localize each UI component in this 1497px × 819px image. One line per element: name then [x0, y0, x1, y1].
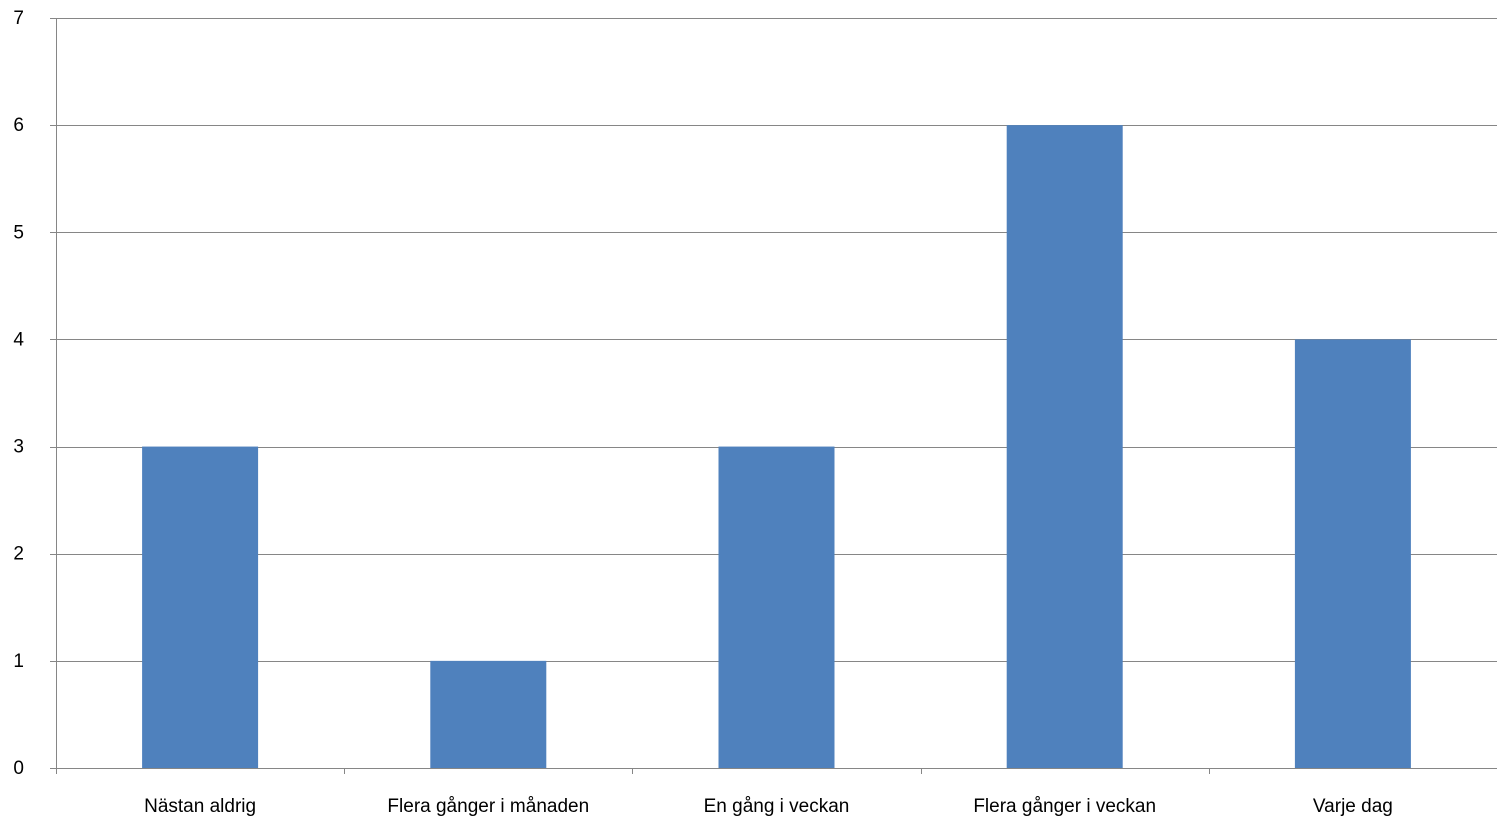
- x-tick-label: Nästan aldrig: [144, 796, 256, 817]
- bar-3: [718, 446, 835, 768]
- x-tick-labels: Nästan aldrig Flera gånger i månaden En gå…: [144, 796, 1393, 817]
- x-tick-label: Flera gånger i veckan: [973, 796, 1156, 817]
- y-tick-label: 0: [13, 758, 24, 779]
- x-tick-label: Varje dag: [1313, 796, 1393, 817]
- bar-4: [1006, 125, 1123, 768]
- y-tick-label: 7: [13, 8, 24, 29]
- bars: [142, 125, 1411, 768]
- y-tick-label: 6: [13, 115, 24, 136]
- x-tick-label: Flera gånger i månaden: [387, 796, 589, 817]
- y-tick-label: 1: [13, 651, 24, 672]
- y-tick-label: 4: [13, 329, 24, 350]
- y-tick-labels: 0 1 2 3 4 5 6 7: [13, 8, 24, 779]
- bar-2: [430, 660, 547, 768]
- bar-1: [142, 446, 259, 768]
- y-tick-label: 2: [13, 544, 24, 565]
- bar-5: [1294, 339, 1411, 768]
- x-tick-label: En gång i veckan: [704, 796, 850, 817]
- axes: [50, 18, 1497, 774]
- y-tick-label: 3: [13, 437, 24, 458]
- y-tick-label: 5: [13, 222, 24, 243]
